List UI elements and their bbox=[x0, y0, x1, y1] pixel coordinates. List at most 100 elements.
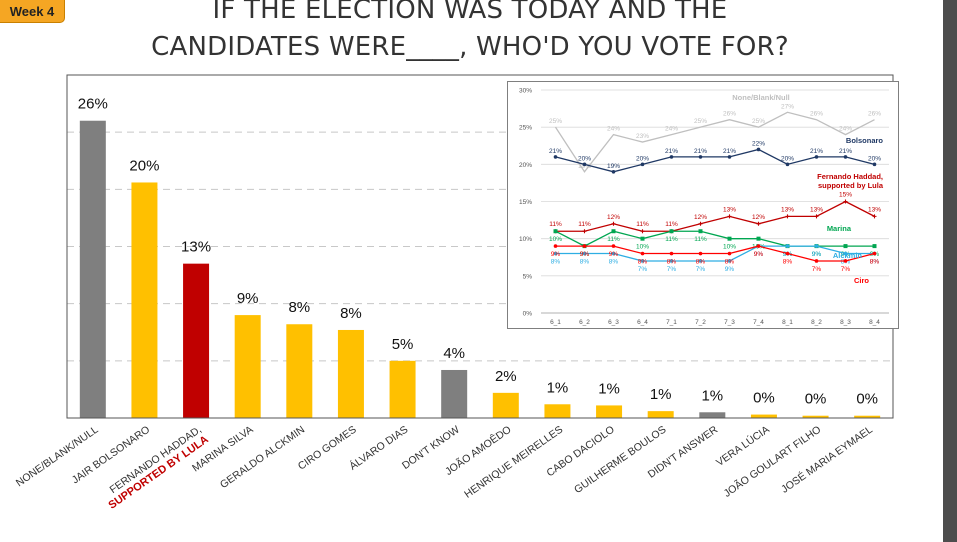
line-point-label: 21% bbox=[694, 148, 707, 155]
bar-category-label: HENRIQUE MEIRELLES bbox=[462, 424, 565, 501]
line-point bbox=[727, 251, 732, 256]
bar-value-label: 9% bbox=[237, 290, 259, 307]
bar-category-label: GERALDO ALCKMIN bbox=[218, 424, 307, 491]
line-point bbox=[582, 162, 587, 167]
line-point-label: 13% bbox=[781, 206, 794, 213]
line-point-label: 11% bbox=[549, 221, 562, 228]
line-series-legend-label: Fernando Haddad, bbox=[817, 172, 883, 181]
line-point bbox=[756, 236, 761, 241]
line-point-label: 9% bbox=[812, 251, 822, 258]
bar bbox=[131, 182, 158, 418]
line-point-label: 12% bbox=[752, 214, 765, 221]
line-point-label: 7% bbox=[667, 266, 677, 273]
line-point bbox=[843, 244, 848, 249]
bar bbox=[183, 263, 210, 418]
line-point-label: 8% bbox=[725, 259, 735, 266]
line-point-label: 8% bbox=[551, 259, 561, 266]
line-series bbox=[555, 230, 875, 247]
line-point-label: 20% bbox=[636, 155, 649, 162]
line-point bbox=[553, 155, 558, 159]
line-point bbox=[727, 214, 732, 219]
bar-category-label: FERNANDO HADDAD, bbox=[108, 424, 204, 496]
line-chart-y-tick: 5% bbox=[523, 273, 533, 280]
line-chart-y-tick: 20% bbox=[519, 162, 532, 169]
bar-value-label: 0% bbox=[753, 390, 775, 407]
line-point bbox=[669, 229, 674, 234]
line-point bbox=[872, 162, 877, 167]
line-chart-x-tick: 6_4 bbox=[637, 319, 648, 326]
line-point bbox=[611, 251, 616, 256]
line-point-label: 9% bbox=[725, 266, 735, 273]
line-point bbox=[814, 244, 819, 248]
line-point-label: 26% bbox=[810, 111, 823, 118]
line-point-label: 7% bbox=[696, 266, 706, 273]
line-point-label: 13% bbox=[868, 206, 881, 213]
line-point bbox=[814, 259, 819, 263]
line-point-label: 23% bbox=[636, 133, 649, 140]
line-series-legend-label: None/Blank/Null bbox=[732, 93, 790, 102]
line-point-label: 8% bbox=[609, 259, 619, 266]
bar bbox=[647, 411, 674, 418]
line-point-label: 9% bbox=[754, 251, 764, 258]
week-badge-label: Week 4 bbox=[9, 3, 55, 19]
line-point-label: 10% bbox=[723, 244, 736, 251]
bar-value-label: 1% bbox=[547, 379, 569, 396]
line-point-label: 9% bbox=[580, 251, 590, 258]
line-point-label: 9% bbox=[812, 251, 822, 258]
line-series bbox=[555, 245, 875, 262]
line-point-label: 8% bbox=[870, 259, 880, 266]
bar-category-label: GUILHERME BOULOS bbox=[572, 424, 668, 496]
line-point-label: 21% bbox=[839, 148, 852, 155]
line-chart-x-tick: 8_4 bbox=[869, 319, 880, 326]
line-point-label: 7% bbox=[638, 266, 648, 273]
line-chart-x-tick: 7_3 bbox=[724, 319, 735, 326]
bar-chart-marks: 26%20%13%9%8% 8%5%4%2%1% 1% 1% 1% 0% 0% 0% bbox=[78, 96, 881, 418]
line-point-label: 13% bbox=[723, 206, 736, 213]
line-point bbox=[814, 155, 819, 159]
line-series bbox=[555, 245, 875, 262]
line-point bbox=[611, 221, 616, 226]
line-point bbox=[611, 169, 616, 174]
line-point-label: 9% bbox=[609, 251, 619, 258]
line-point bbox=[843, 259, 848, 263]
line-point bbox=[756, 147, 761, 152]
title-line-2: CANDIDATES WERE____, WHO'D YOU VOTE FOR? bbox=[151, 32, 789, 62]
line-point bbox=[640, 229, 645, 234]
line-point bbox=[872, 244, 877, 249]
bar-value-label: 0% bbox=[856, 391, 878, 408]
line-point bbox=[698, 259, 703, 263]
trend-line-chart: 0% 5% 10% 15% 20% 25% 30% 6_1 6_2 6_3 6_4 7_1 7_2 7_3… bbox=[507, 81, 899, 329]
line-point bbox=[872, 251, 877, 256]
line-point-label: 8% bbox=[580, 259, 590, 266]
bar bbox=[596, 405, 623, 418]
line-series-legend-label: supported by Lula bbox=[818, 181, 884, 190]
line-point-label: 19% bbox=[578, 163, 591, 170]
line-point-label: 11% bbox=[578, 221, 591, 228]
bar-value-label: 8% bbox=[340, 305, 362, 322]
line-point-label: 21% bbox=[665, 148, 678, 155]
line-point-label: 26% bbox=[868, 111, 881, 118]
line-point bbox=[785, 251, 790, 256]
line-chart-x-tick: 7_2 bbox=[695, 319, 706, 326]
bar bbox=[492, 392, 519, 418]
line-point-label: 13% bbox=[810, 206, 823, 213]
line-point-label: 8% bbox=[783, 259, 793, 266]
line-point-label: 21% bbox=[549, 148, 562, 155]
line-point-label: 12% bbox=[607, 214, 620, 221]
line-point bbox=[582, 229, 587, 234]
bar-category-label: JOÃO GOULART FILHO bbox=[721, 423, 823, 500]
line-chart-y-tick: 10% bbox=[519, 236, 532, 243]
line-point-label: 20% bbox=[578, 155, 591, 162]
line-point-label: 8% bbox=[638, 259, 648, 266]
line-point bbox=[785, 244, 790, 248]
line-point-label: 9% bbox=[754, 251, 764, 258]
line-chart-x-tick: 6_3 bbox=[608, 319, 619, 326]
line-point bbox=[669, 259, 674, 263]
line-point-label: 22% bbox=[752, 140, 765, 147]
right-scrollbar[interactable] bbox=[943, 0, 957, 542]
bar bbox=[699, 412, 726, 418]
line-point-label: 9% bbox=[551, 251, 561, 258]
line-point bbox=[872, 214, 877, 219]
line-point-label: 24% bbox=[839, 126, 852, 133]
bar-value-label: 20% bbox=[129, 157, 159, 174]
